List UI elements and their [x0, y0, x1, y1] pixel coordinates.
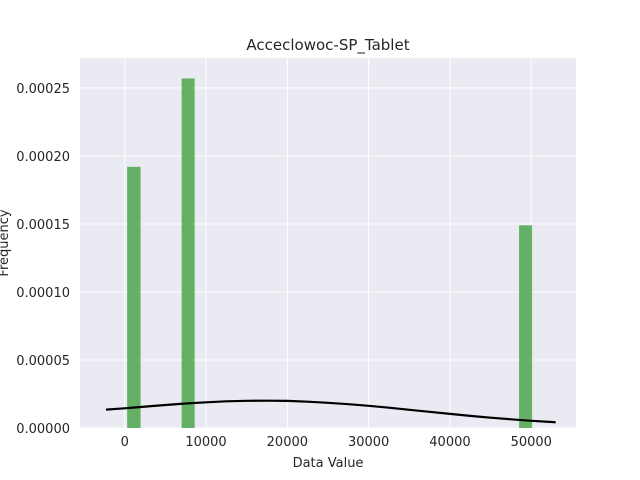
y-tick-label: 0.00015	[16, 218, 70, 233]
bars	[127, 78, 533, 428]
x-tick-label: 20000	[267, 435, 308, 450]
y-axis-ticks: 0.00000 0.00005 0.00010 0.00015 0.00020 0.000…	[16, 82, 70, 437]
plot-area	[80, 58, 576, 428]
y-tick-label: 0.00000	[16, 422, 70, 437]
y-tick-label: 0.00005	[16, 354, 70, 369]
x-axis-ticks: 0 10000 20000 30000 40000 50000	[121, 435, 552, 450]
y-tick-label: 0.00010	[16, 286, 70, 301]
x-tick-label: 40000	[429, 435, 470, 450]
y-axis-label: Frequency	[0, 209, 12, 276]
histogram-bar-1	[127, 166, 141, 428]
x-axis-label: Data Value	[293, 456, 364, 471]
y-tick-label: 0.00025	[16, 82, 70, 97]
density-line	[105, 399, 556, 424]
y-tick-label: 0.00020	[16, 150, 70, 165]
x-tick-label: 10000	[185, 435, 226, 450]
x-tick-label: 0	[121, 435, 129, 450]
chart-title: Acceclowoc-SP_Tablet	[246, 36, 409, 55]
histogram-bar-3	[519, 225, 533, 428]
histogram-bar-2	[181, 78, 195, 428]
x-tick-label: 50000	[511, 435, 552, 450]
x-tick-label: 30000	[348, 435, 389, 450]
